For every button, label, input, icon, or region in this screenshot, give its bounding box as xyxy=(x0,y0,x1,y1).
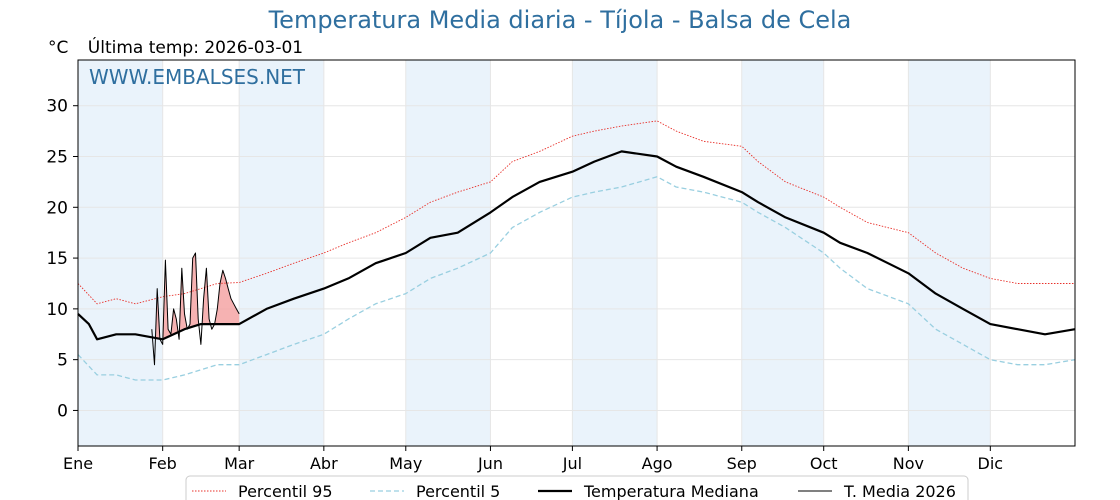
month-band-5 xyxy=(908,60,991,446)
series-lines xyxy=(77,120,1076,381)
y-tick-label-10: 10 xyxy=(46,300,68,320)
month-band-2 xyxy=(405,60,491,446)
plot-frame xyxy=(77,59,1076,447)
above-median-area-6 xyxy=(215,270,240,325)
x-tick-label-Abr: Abr xyxy=(310,454,338,473)
month-bands xyxy=(78,60,991,446)
y-tick-label-20: 20 xyxy=(46,198,68,218)
x-tick-label-Jul: Jul xyxy=(562,454,582,473)
above-median-area-2 xyxy=(163,260,178,340)
y-tick-label-25: 25 xyxy=(46,148,68,168)
y-tick-label-15: 15 xyxy=(46,249,68,269)
x-tick-label-Nov: Nov xyxy=(893,454,924,473)
chart-title: Temperatura Media diaria - Tíjola - Bals… xyxy=(268,6,852,34)
last-temp-label: Última temp: 2026-03-01 xyxy=(87,38,304,58)
watermark: WWW.EMBALSES.NET xyxy=(89,65,306,89)
unit-label: °C xyxy=(48,38,69,58)
chart-subtitle: °C Última temp: 2026-03-01 xyxy=(48,38,317,58)
x-tick-label-Mar: Mar xyxy=(224,454,255,473)
x-tick-label-Sep: Sep xyxy=(727,454,757,473)
x-tick-label-Ago: Ago xyxy=(642,454,673,473)
month-band-1 xyxy=(239,60,324,446)
current-year-line xyxy=(151,252,240,366)
month-band-0 xyxy=(78,60,163,446)
above-median-area-1 xyxy=(155,288,160,339)
above-median-fill xyxy=(155,253,240,340)
x-tick-label-Oct: Oct xyxy=(810,454,838,473)
x-tick-label-Dic: Dic xyxy=(978,454,1004,473)
month-band-4 xyxy=(741,60,824,446)
y-tick-label-30: 30 xyxy=(46,97,68,117)
x-tick-label-Jun: Jun xyxy=(477,454,503,473)
percentil-5-line xyxy=(77,176,1076,381)
x-tick-label-Ene: Ene xyxy=(63,454,93,473)
x-axis: Ene Feb Mar Abr May Jun Jul Ago Sep Oct Nov Dic xyxy=(63,446,1003,473)
legend-label-2: Temperatura Mediana xyxy=(583,482,759,500)
x-tick-label-May: May xyxy=(389,454,422,473)
legend: Percentil 95 Percentil 5 Temperatura Media… xyxy=(185,475,969,500)
median-line xyxy=(77,150,1076,341)
y-tick-label-5: 5 xyxy=(57,351,68,371)
above-median-area-5 xyxy=(202,268,210,325)
y-axis: 0 5 10 15 20 25 30 xyxy=(46,97,78,421)
legend-label-0: Percentil 95 xyxy=(238,482,333,500)
y-tick-label-0: 0 xyxy=(57,401,68,421)
legend-label-3: T. Media 2026 xyxy=(843,482,956,500)
month-band-3 xyxy=(572,60,658,446)
legend-label-1: Percentil 5 xyxy=(416,482,500,500)
legend-box xyxy=(185,475,969,500)
percentil-95-line xyxy=(77,120,1075,305)
x-tick-label-Feb: Feb xyxy=(149,454,177,473)
